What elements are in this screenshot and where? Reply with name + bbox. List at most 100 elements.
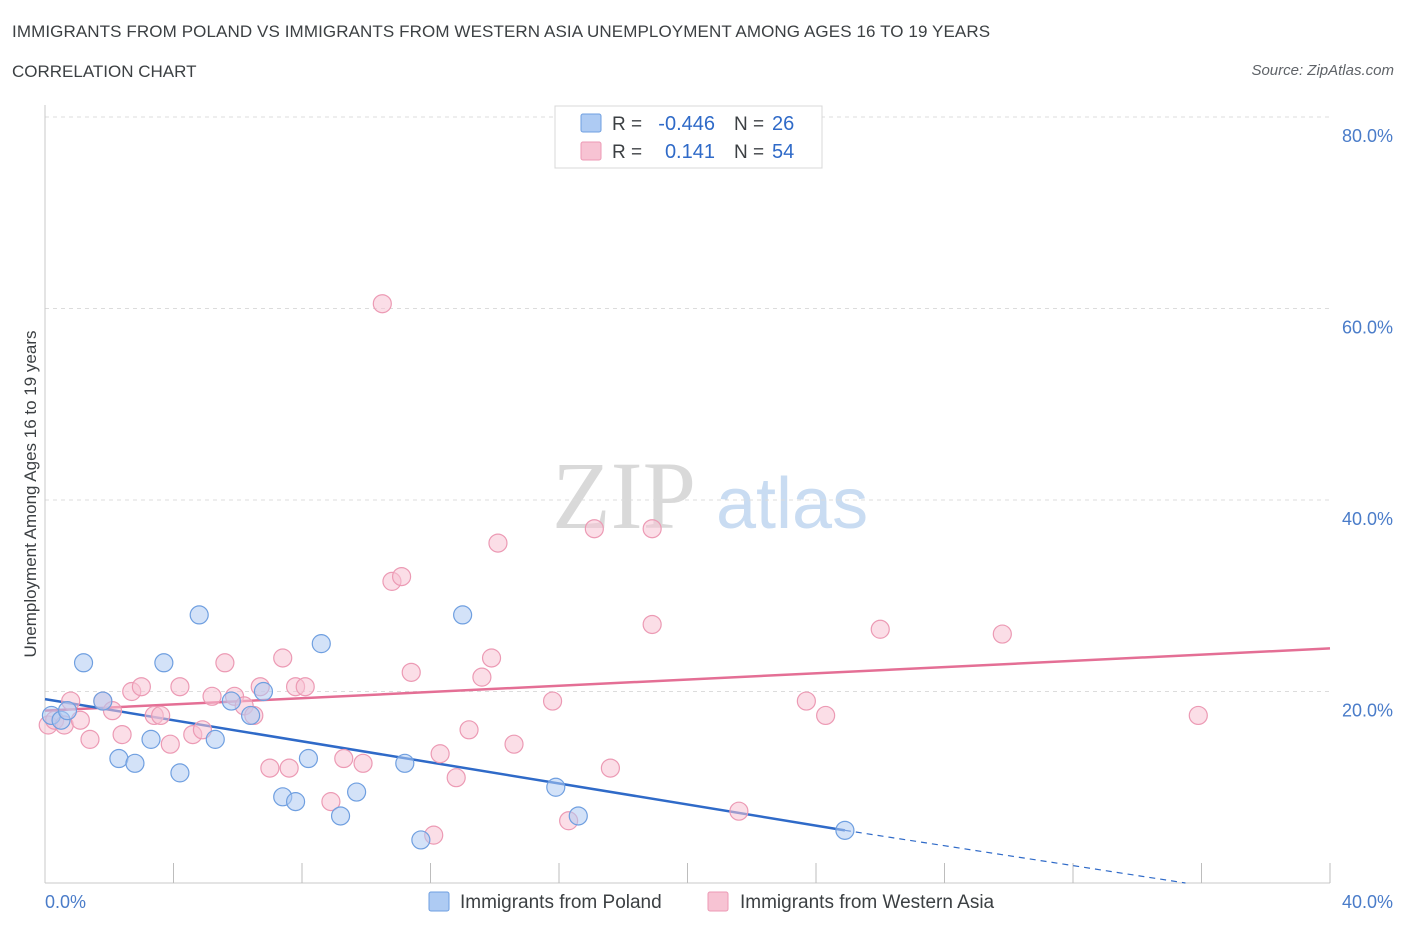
y-tick-labels: 20.0% 40.0% 60.0% 80.0% [1342,126,1393,721]
stats-n-label-western-asia: N = [734,142,764,163]
data-point-western-asia [816,705,836,726]
data-point-poland [154,653,174,673]
data-point-poland [330,806,351,826]
data-point-poland [109,748,129,769]
data-point-western-asia [131,677,151,697]
legend-swatch-western-asia [707,891,729,912]
data-point-western-asia [504,734,524,754]
data-point-western-asia [1188,705,1208,726]
data-point-western-asia [160,734,180,754]
data-point-western-asia [334,748,354,769]
data-point-western-asia [430,744,450,764]
stats-n-label-poland: N = [734,114,764,135]
stats-swatch-western-asia [580,141,602,161]
data-point-western-asia [202,686,222,706]
data-point-poland [57,701,78,721]
data-point-western-asia [472,667,492,687]
stats-r-label-western-asia: R = [612,142,642,163]
data-point-poland [298,748,319,769]
data-point-poland [189,605,209,625]
data-point-poland [241,705,261,726]
data-point-western-asia [70,710,90,730]
data-point-western-asia [729,801,749,821]
source-credit: Source: ZipAtlas.com [1251,62,1394,79]
data-point-poland [253,681,274,702]
chart-subtitle: CORRELATION CHART [12,62,197,81]
data-point-poland [285,792,306,812]
data-point-western-asia [372,294,392,314]
legend-label-western-asia: Immigrants from Western Asia [740,892,995,913]
data-point-poland [205,729,225,749]
watermark-atlas: atlas [716,464,868,544]
data-point-poland [411,830,431,850]
data-point-western-asia [215,653,235,673]
y-tick-label-80: 80.0% [1342,126,1393,146]
watermark-zip: ZIP [552,442,696,549]
data-point-western-asia [279,758,299,778]
data-point-poland [395,753,415,773]
trend-lines [44,647,1331,884]
data-point-poland [835,820,855,840]
stats-n-value-western-asia: 54 [772,141,794,163]
data-point-poland [93,691,113,711]
data-point-western-asia [992,624,1012,644]
trend-line-poland [44,697,846,832]
data-point-poland [170,763,190,783]
data-point-poland [221,691,241,711]
data-point-western-asia [584,519,604,539]
x-tick-label-min: 0.0% [45,892,86,912]
y-tick-label-20: 20.0% [1342,701,1393,721]
watermark: ZIP atlas [552,442,868,549]
data-point-western-asia [446,768,466,788]
data-point-western-asia [459,720,479,740]
stats-r-value-western-asia: 0.141 [665,141,715,163]
data-point-poland [125,753,145,773]
data-point-western-asia [112,724,132,745]
stats-swatch-poland [580,113,602,133]
data-point-western-asia [542,691,563,711]
data-point-western-asia [80,729,100,749]
data-point-western-asia [192,720,213,740]
data-point-western-asia [401,662,421,682]
series-western-asia [38,294,1208,845]
chart-title: IMMIGRANTS FROM POLAND VS IMMIGRANTS FRO… [12,22,991,41]
data-point-poland [568,806,588,826]
x-ticks [173,863,1331,883]
series-legend: Immigrants from Poland Immigrants from W… [428,891,995,913]
y-tick-label-40: 40.0% [1342,509,1393,529]
data-point-western-asia [642,614,662,635]
stats-r-value-poland: -0.446 [658,113,715,135]
legend-label-poland: Immigrants from Poland [460,892,662,913]
x-tick-label-max: 40.0% [1342,892,1393,912]
data-point-western-asia [488,533,508,553]
data-point-western-asia [353,753,373,773]
data-point-western-asia [870,619,890,639]
legend-swatch-poland [428,891,450,912]
data-point-poland [546,777,566,797]
data-point-poland [311,634,331,654]
data-point-western-asia [391,566,412,587]
series-poland [41,605,855,850]
data-point-poland [453,605,473,625]
data-point-poland [347,782,367,802]
data-point-poland [141,729,161,749]
y-tick-label-60: 60.0% [1342,318,1393,338]
data-point-poland [73,653,94,673]
data-point-western-asia [642,519,662,539]
gridlines [45,116,1330,692]
data-point-western-asia [151,705,171,726]
data-point-western-asia [321,792,341,812]
data-point-western-asia [273,648,293,668]
trend-line-poland-extension [844,829,1186,884]
data-point-western-asia [600,758,621,778]
data-point-western-asia [481,648,502,668]
stats-n-value-poland: 26 [772,113,794,135]
stats-r-label-poland: R = [612,114,642,135]
data-point-western-asia [796,691,816,711]
data-point-western-asia [295,677,315,697]
y-axis-title: Unemployment Among Ages 16 to 19 years [21,331,40,658]
data-point-western-asia [260,758,280,778]
data-point-western-asia [170,677,190,697]
trend-line-western-asia [44,647,1331,712]
